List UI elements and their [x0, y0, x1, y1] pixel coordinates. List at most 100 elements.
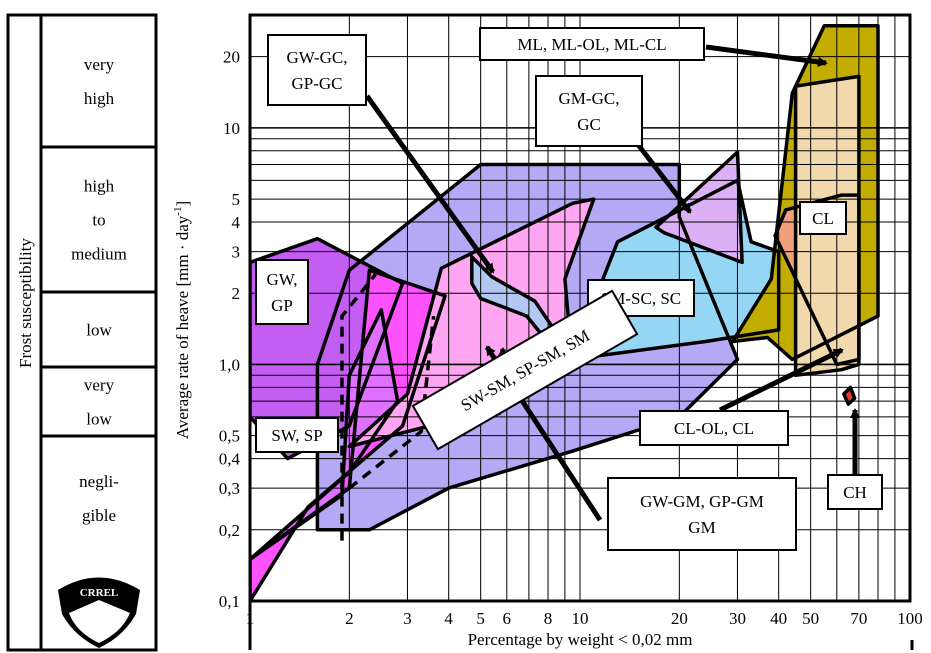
- x-tick-label: 8: [544, 609, 553, 628]
- y-tick-label: 3: [232, 243, 241, 262]
- susceptibility-level-label: to: [92, 211, 105, 230]
- susceptibility-level-label: high: [84, 89, 115, 108]
- x-tick-labels: 1 2 3 4 5 6 8 10 20 30 40 50 70 100: [246, 609, 923, 628]
- y-tick-label: 0,1: [219, 592, 240, 611]
- annotation-arrow: [718, 347, 844, 413]
- x-tick-label: 4: [444, 609, 453, 628]
- annotation-box: CL-OL, CL: [639, 410, 789, 446]
- annotation-box-frame: [827, 474, 883, 510]
- annotation-box: SW, SP: [255, 417, 339, 453]
- annotation-label: GP: [271, 296, 293, 315]
- y-axis-label-main: Average rate of heave [mm · day: [173, 215, 192, 439]
- annotation-box: CL: [799, 201, 847, 235]
- panel-border: [6, 13, 158, 652]
- susceptibility-level-label: negli-: [79, 472, 119, 491]
- x-axis-label: Percentage by weight < 0,02 mm: [468, 630, 693, 649]
- susceptibility-level-label: low: [86, 410, 112, 429]
- annotation-box-frame: [411, 289, 639, 451]
- annotation-label: GW-GC,: [287, 48, 348, 67]
- region-outline: [250, 236, 405, 461]
- crrel-logo-text: CRREL: [80, 587, 119, 599]
- annotation-label: GM-GC,: [559, 89, 620, 108]
- annotation-label: CL: [812, 209, 834, 228]
- annotation-box: GW-GM, GP-GM GM: [607, 477, 797, 551]
- annotation-label: GP-GC: [291, 74, 342, 93]
- susceptibility-level-label: medium: [71, 245, 127, 264]
- susceptibility-level-label: very: [84, 376, 115, 395]
- region-sw-sp: [250, 270, 446, 601]
- annotation-label: ML, ML-OL, ML-CL: [517, 35, 666, 54]
- x-tick-label: 70: [850, 609, 867, 628]
- annotation-arrow: [634, 140, 692, 214]
- y-tick-label: 20: [223, 48, 240, 67]
- annotation-label: GC: [577, 115, 601, 134]
- region-outline: [793, 74, 861, 378]
- annotation-box: GM-GC, GC: [535, 75, 643, 147]
- y-tick-label: 5: [232, 190, 241, 209]
- y-tick-label: 4: [232, 213, 241, 232]
- x-tick-label: 50: [802, 609, 819, 628]
- annotation-box-frame: [479, 27, 705, 61]
- region-outline: [654, 150, 744, 265]
- annotation-box-frame: [255, 259, 309, 325]
- x-tick-label: 20: [671, 609, 688, 628]
- annotation-box: GW, GP: [255, 259, 309, 325]
- region-outlines: [250, 24, 880, 601]
- frost-susceptibility-panel: Frost susceptibility very high high to mediu…: [6, 13, 158, 652]
- region-outline: [569, 178, 781, 362]
- y-tick-label: 0,4: [219, 450, 241, 469]
- region-outline: [315, 162, 740, 532]
- annotation-label: GW-GM, GP-GM: [640, 492, 764, 511]
- y-tick-label: 10: [223, 119, 240, 138]
- region-gm-gc-gc: [656, 152, 743, 263]
- y-tick-label: 0,2: [219, 521, 240, 540]
- annotation-box-frame: [535, 75, 643, 147]
- y-axis-label: Average rate of heave [mm · day-1]: [172, 201, 192, 439]
- crrel-mountain-shape: [69, 600, 130, 643]
- x-tick-label: 5: [476, 609, 485, 628]
- annotation-box-frame: [267, 34, 367, 106]
- x-tick-label: 100: [897, 609, 923, 628]
- susceptibility-level-label: gible: [82, 506, 116, 525]
- susceptibility-level-label: very: [84, 55, 115, 74]
- frost-susceptibility-title: Frost susceptibility: [16, 238, 35, 368]
- dashed-boundary-line: [348, 315, 436, 490]
- crrel-logo: CRREL: [58, 577, 140, 648]
- annotation-label: CH: [843, 483, 867, 502]
- annotation-arrow: [364, 94, 496, 274]
- susceptibility-level-label: high: [84, 177, 115, 196]
- annotation-box-frame: [607, 477, 797, 551]
- y-tick-label: 0,3: [219, 479, 240, 498]
- y-axis-label-sup: -1: [172, 207, 184, 216]
- plot-area: GW-GC, GP-GC ML, ML-OL, ML-CL GM-GC, GC CL GW,…: [248, 13, 914, 650]
- y-tick-label: 0,5: [219, 427, 240, 446]
- x-tick-label: 6: [503, 609, 512, 628]
- annotation-box-frame: [639, 410, 789, 446]
- annotation-box: GW-GC, GP-GC: [267, 34, 367, 106]
- annotation-label: GW,: [266, 270, 297, 289]
- annotation-box-frame: [255, 417, 339, 453]
- annotation-label: SW, SP: [271, 426, 322, 445]
- x-tick-label: 3: [403, 609, 412, 628]
- x-tick-label: 2: [345, 609, 354, 628]
- annotation-box-frame: [799, 201, 847, 235]
- x-tick-label: 30: [729, 609, 746, 628]
- annotation-arrow: [705, 44, 828, 67]
- region-outline: [730, 24, 880, 362]
- y-tick-labels: 0,1 0,2 0,3 0,4 0,5 1,0 2 3 4 5 10 20: [219, 48, 241, 611]
- annotation-label: GM: [688, 518, 715, 537]
- annotation-box: ML, ML-OL, ML-CL: [479, 27, 705, 61]
- annotation-arrows: [364, 44, 860, 522]
- x-tick-label: 1: [246, 609, 255, 628]
- x-tick-label: 10: [572, 609, 589, 628]
- dashed-boundaries: [340, 273, 436, 541]
- susceptibility-level-label: low: [86, 321, 112, 340]
- annotation-label: CL-OL, CL: [674, 419, 754, 438]
- dashed-boundary-line: [340, 273, 377, 541]
- y-axis-label-end: ]: [173, 201, 192, 207]
- x-tick-label: 40: [770, 609, 787, 628]
- region-outline: [250, 308, 400, 562]
- y-tick-label: 2: [232, 284, 241, 303]
- annotation-box: CH: [827, 474, 883, 510]
